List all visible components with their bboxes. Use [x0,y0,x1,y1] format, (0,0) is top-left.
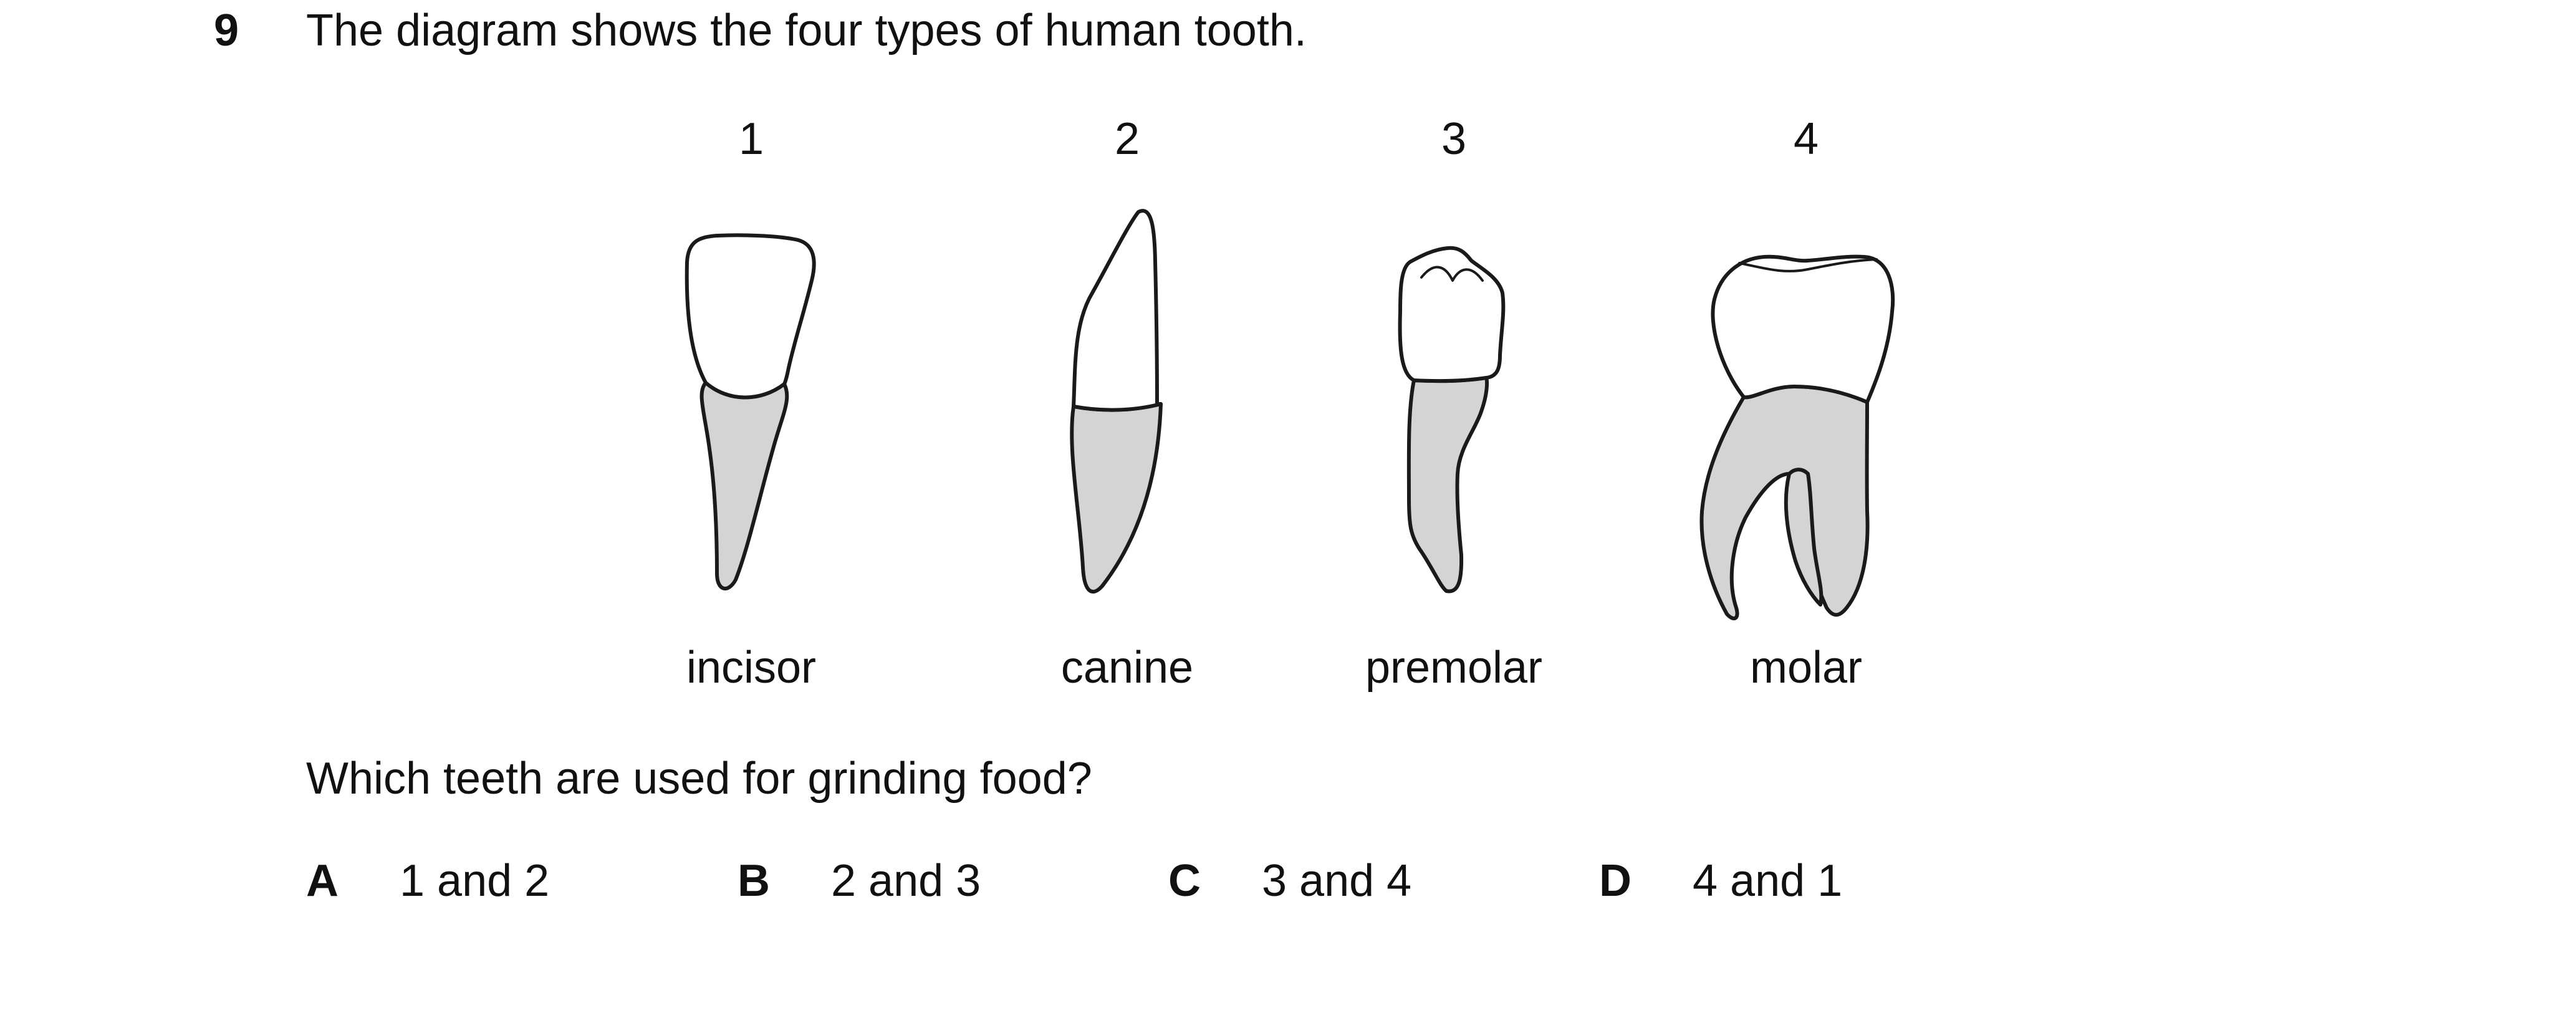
option-letter: B [738,856,770,906]
option-text: 2 and 3 [831,856,981,906]
tooth-number-3: 3 [1441,114,1467,164]
question-stem: The diagram shows the four types of huma… [306,6,1307,55]
molar-root-furcation [1784,468,1824,607]
canine-crown [1072,209,1163,412]
premolar-crown [1398,246,1506,383]
incisor-drawing [685,233,816,591]
option-text: 3 and 4 [1262,856,1412,906]
option-text: 1 and 2 [400,856,550,906]
molar-occlusal-line [1738,258,1878,272]
premolar-cusp-line [1420,266,1484,282]
option-d[interactable]: D 4 and 1 [1599,854,1842,908]
incisor-crown [685,233,816,400]
option-c[interactable]: C 3 and 4 [1168,854,1411,908]
question-number: 9 [214,6,239,55]
option-letter: C [1168,856,1201,906]
incisor-root [699,381,789,591]
tooth-name-molar: molar [1749,643,1863,693]
option-b[interactable]: B 2 and 3 [738,854,981,908]
molar-drawing [1699,254,1895,620]
premolar-root [1406,376,1489,593]
option-letter: A [306,856,339,906]
tooth-name-incisor: incisor [686,643,817,693]
canine-drawing [1070,209,1163,594]
tooth-number-2: 2 [1114,114,1140,164]
option-letter: D [1599,856,1632,906]
tooth-number-4: 4 [1793,114,1819,164]
canine-root [1070,402,1163,594]
tooth-number-1: 1 [738,114,764,164]
option-a[interactable]: A 1 and 2 [306,854,549,908]
molar-crown [1711,254,1895,404]
tooth-name-premolar: premolar [1365,643,1543,693]
premolar-drawing [1398,246,1506,593]
question-prompt: Which teeth are used for grinding food? [306,754,1092,804]
tooth-name-canine: canine [1060,643,1194,693]
option-text: 4 and 1 [1693,856,1843,906]
